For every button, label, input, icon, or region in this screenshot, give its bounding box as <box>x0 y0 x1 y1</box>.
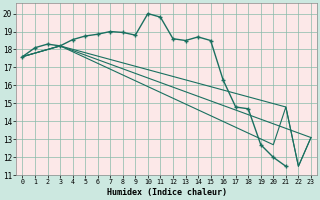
X-axis label: Humidex (Indice chaleur): Humidex (Indice chaleur) <box>107 188 227 197</box>
